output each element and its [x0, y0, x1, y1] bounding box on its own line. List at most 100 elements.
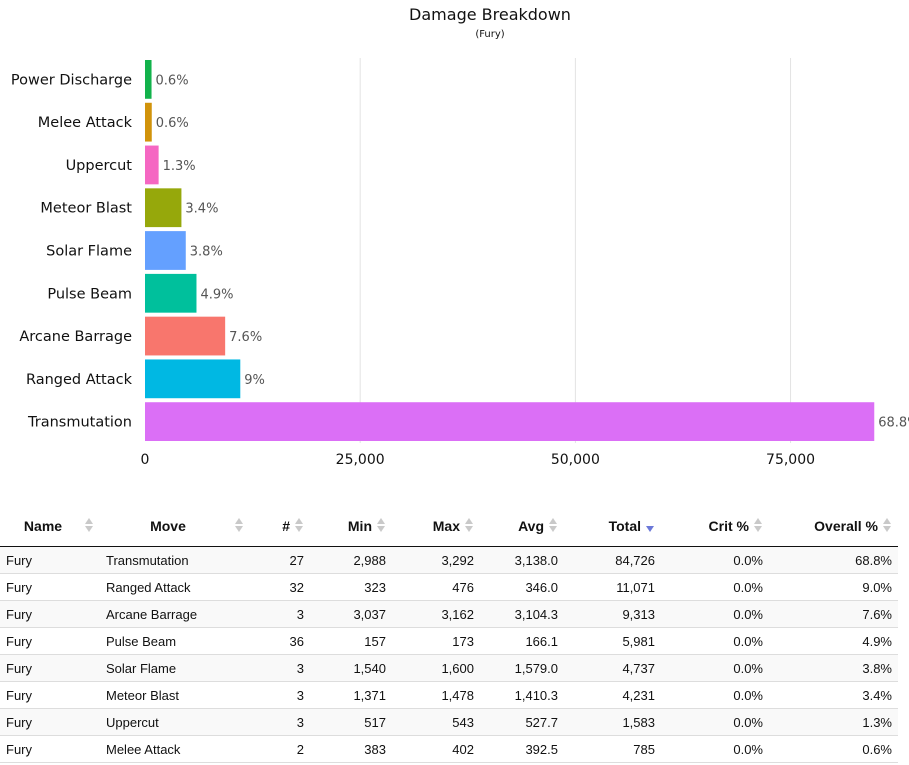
sort-icon[interactable] — [465, 518, 474, 534]
column-header-label: Total — [608, 517, 641, 534]
table-cell: 3,138.0 — [480, 546, 564, 574]
table-cell: Fury — [0, 573, 100, 601]
table-cell: Fury — [0, 708, 100, 736]
table-row: Fury Solar Flame 3 1,540 1,600 1,579.0 4,737 0.… — [0, 654, 898, 682]
table-cell: Uppercut — [100, 708, 250, 736]
table-cell: 4.9% — [769, 627, 898, 655]
table-cell: 527.7 — [480, 708, 564, 736]
sort-icon[interactable] — [377, 518, 386, 534]
table-cell: 0.0% — [661, 681, 769, 709]
y-tick-label: Meteor Blast — [40, 201, 132, 217]
column-header-name[interactable]: Name — [0, 505, 100, 547]
table-cell: 383 — [310, 735, 392, 763]
table-cell: 3,292 — [392, 546, 480, 574]
sort-icon[interactable] — [549, 518, 558, 534]
table-cell: 7.6% — [769, 600, 898, 628]
sort-up-arrow-icon — [883, 518, 891, 524]
table-cell: 543 — [392, 708, 480, 736]
bar — [145, 188, 182, 228]
table-row: Fury Arcane Barrage 3 3,037 3,162 3,104.3 9,31… — [0, 600, 898, 628]
sort-icon[interactable] — [85, 518, 94, 534]
sort-down-arrow-icon — [295, 526, 303, 532]
bar-data-label: 7.6% — [229, 330, 262, 345]
table-cell: 1,410.3 — [480, 681, 564, 709]
table-cell: 3,162 — [392, 600, 480, 628]
column-header-label: Overall % — [814, 517, 878, 534]
table-cell: 5,981 — [564, 627, 661, 655]
table-row: Fury Melee Attack 2 383 402 392.5 785 0.0% 0.6% — [0, 735, 898, 763]
column-header-overall[interactable]: Overall % — [769, 505, 898, 547]
bar — [145, 273, 197, 313]
y-tick-label: Arcane Barrage — [19, 329, 132, 345]
table-cell: 3,037 — [310, 600, 392, 628]
table-cell: 9,313 — [564, 600, 661, 628]
table-cell: 1,583 — [564, 708, 661, 736]
sort-up-arrow-icon — [85, 518, 93, 524]
column-header-max[interactable]: Max — [392, 505, 480, 547]
column-header-min[interactable]: Min — [310, 505, 392, 547]
bar-data-label: 3.8% — [190, 245, 223, 260]
table-cell: 1,600 — [392, 654, 480, 682]
table-cell: 1.3% — [769, 708, 898, 736]
table-row: Fury Meteor Blast 3 1,371 1,478 1,410.3 4,231 0… — [0, 681, 898, 709]
table-cell: Solar Flame — [100, 654, 250, 682]
sort-down-arrow-icon — [377, 526, 385, 532]
bar — [145, 359, 241, 399]
sort-down-arrow-icon — [465, 526, 473, 532]
sort-down-arrow-icon — [85, 526, 93, 532]
sort-up-arrow-icon — [235, 518, 243, 524]
table-cell: Melee Attack — [100, 735, 250, 763]
table-cell: 346.0 — [480, 573, 564, 601]
y-tick-label: Ranged Attack — [26, 372, 133, 388]
table-cell: Ranged Attack — [100, 573, 250, 601]
bar-data-label: 4.9% — [200, 287, 233, 302]
table-row: Fury Ranged Attack 32 323 476 346.0 11,071 0.0%… — [0, 573, 898, 601]
table-cell: 0.0% — [661, 573, 769, 601]
sort-icon[interactable] — [295, 518, 304, 534]
bar-data-label: 0.6% — [156, 73, 189, 88]
table-cell: 3,104.3 — [480, 600, 564, 628]
sort-icon[interactable] — [754, 518, 763, 534]
sort-up-arrow-icon — [549, 518, 557, 524]
bar — [145, 316, 226, 356]
table-cell: 0.0% — [661, 627, 769, 655]
table-cell: Pulse Beam — [100, 627, 250, 655]
bar-data-label: 9% — [244, 373, 265, 388]
table-cell: Meteor Blast — [100, 681, 250, 709]
column-header-total[interactable]: Total — [564, 505, 661, 547]
column-header-move[interactable]: Move — [100, 505, 250, 547]
sort-icon[interactable] — [883, 518, 892, 534]
column-header-crit[interactable]: Crit % — [661, 505, 769, 547]
table-cell: 84,726 — [564, 546, 661, 574]
table-cell: 0.0% — [661, 654, 769, 682]
y-tick-label: Melee Attack — [38, 115, 133, 131]
table-cell: 1,478 — [392, 681, 480, 709]
y-tick-label: Uppercut — [66, 158, 133, 174]
table-cell: Fury — [0, 600, 100, 628]
sort-icon[interactable] — [235, 518, 244, 534]
damage-breakdown-chart: Damage Breakdown (Fury) 0.6% Power Discharg… — [11, 5, 909, 468]
sort-descending-icon[interactable] — [646, 518, 655, 534]
table-cell: Fury — [0, 735, 100, 763]
table-cell: Fury — [0, 681, 100, 709]
sort-up-arrow-icon — [465, 518, 473, 524]
y-tick-label: Solar Flame — [46, 244, 132, 260]
table-cell: 0.0% — [661, 708, 769, 736]
bar — [145, 231, 186, 270]
bar — [145, 145, 159, 185]
table-cell: 392.5 — [480, 735, 564, 763]
column-header-[interactable]: # — [250, 505, 310, 547]
table-cell: 785 — [564, 735, 661, 763]
table-cell: 3.4% — [769, 681, 898, 709]
chart-canvas: Damage Breakdown (Fury) 0.6% Power Discharg… — [11, 5, 909, 468]
chart-subtitle: (Fury) — [475, 29, 504, 40]
bar-data-label: 68.8% — [878, 416, 909, 431]
table-cell: 11,071 — [564, 573, 661, 601]
bar — [145, 60, 152, 99]
table-cell: 3.8% — [769, 654, 898, 682]
bar-data-label: 1.3% — [163, 159, 196, 174]
column-header-avg[interactable]: Avg — [480, 505, 564, 547]
x-tick-label: 50,000 — [551, 452, 600, 468]
sort-down-arrow-icon — [883, 526, 891, 532]
x-tick-label: 75,000 — [766, 452, 815, 468]
